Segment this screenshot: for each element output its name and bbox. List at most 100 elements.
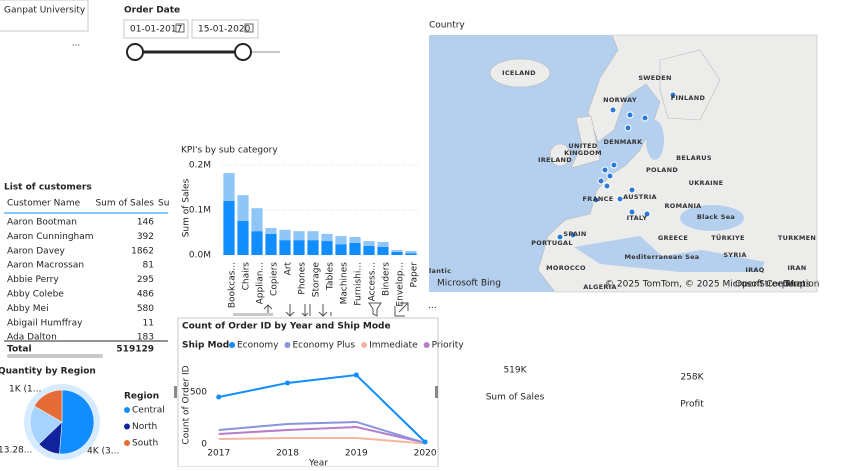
table-cell: 580 [137,304,154,314]
map-label: MOROCCO [546,264,586,272]
legend-marker [124,407,130,413]
y-axis-label: Sum of Sales [182,178,192,237]
bar-segment [391,251,403,255]
y-tick-label: 0 [201,440,207,450]
x-tick-label: 2017 [207,449,230,459]
table-header: Customer Name [7,199,81,209]
table-cell: Aaron Macrossan [7,261,84,271]
calendar-icon[interactable] [175,23,185,33]
map-label: AUSTRIA [623,193,657,201]
bar-segment [251,208,263,232]
date-from-box[interactable] [123,19,189,39]
table-cell: 81 [143,261,154,271]
bar-segment [405,250,417,254]
x-tick-label: Storage [312,262,322,298]
data-label: 13.28... [0,446,32,456]
map-label: SYRIA [723,251,746,259]
bar-segment [363,246,375,255]
visual-toolbar[interactable] [263,302,409,317]
line-marker [216,394,222,400]
card-value: 258K [680,373,704,383]
x-tick-label: Bookcas... [228,262,238,308]
bar-segment [363,241,375,246]
legend-marker [361,342,368,348]
table-cell: Abigail Humffray [7,318,83,328]
map-label: IRAN [787,264,806,272]
map-land [549,143,571,167]
line-marker [422,439,428,445]
bar-segment [237,220,249,255]
x-tick-label: 2020 [414,449,437,459]
table-cell: Aaron Davey [7,246,66,256]
bar-segment [293,240,305,255]
legend-marker [423,342,430,348]
x-tick-label: Binders [382,262,392,296]
map-label: IRELAND [538,156,572,164]
line [218,426,426,444]
x-axis-label: Year [308,459,328,468]
map-terms[interactable]: Terms [783,280,811,290]
dropdown-slicer[interactable] [0,0,89,32]
chart-title: Count of Order ID by Year and Ship Mode [182,322,391,332]
bar-segment [321,233,333,242]
bar-segment [251,231,263,255]
table-total: 519129 [116,345,154,355]
legend-marker [124,440,130,446]
slider-handle[interactable] [234,43,252,61]
map[interactable]: ICELAND SWEDEN FINLAND NORWAY DENMARK UNITEDK… [429,34,819,293]
table-cell: 183 [137,333,154,343]
map-osm[interactable]: OpenStreetMap [735,280,806,290]
line [218,436,426,445]
legend-label: Immediate [369,341,418,351]
map-label: SPAIN [563,230,586,238]
map-label: TURKMEN [778,234,816,242]
map-label: ITALY [627,214,648,222]
table-header: Su [158,199,169,209]
bar-segment [405,253,417,255]
bar-segment [279,229,291,241]
map-label: Black Sea [697,213,735,221]
calendar-icon[interactable] [244,23,254,33]
y-tick-label: 500 [190,388,207,398]
table-cell: Abby Colebe [7,290,64,300]
bar-segment [223,201,235,255]
scrollbar[interactable] [233,313,273,316]
x-tick-label: Machines [340,262,350,305]
table-header: Sum of Sales [95,199,154,209]
bar-segment [237,195,249,221]
x-tick-label: 2019 [345,449,368,459]
x-tick-label: Access... [368,262,378,301]
legend-label: Economy Plus [292,341,355,351]
map-label: ICELAND [502,69,536,77]
table-total: Total [7,345,32,355]
chart-title: Quantity by Region [0,367,96,377]
card-label: Profit [680,400,704,410]
scrollbar[interactable] [7,354,103,358]
map-label: ROMANIA [664,202,701,210]
more-options[interactable]: ··· [428,304,437,314]
map-labels: ICELAND SWEDEN FINLAND NORWAY DENMARK UNITEDK… [429,69,816,291]
map-label: KINGDOM [564,149,602,157]
table-cell: Ada Dalton [7,333,57,343]
legend-title: Ship Mode [182,341,235,351]
slider-handle[interactable] [126,43,144,61]
bar-segment [335,236,347,245]
card-value: 519K [503,366,527,376]
bar-segment [321,241,333,255]
date-to-box[interactable] [191,19,259,39]
y-tick-label: 0.1M [189,206,211,216]
y-axis-label: Count of Order ID [182,365,192,444]
line [218,420,426,444]
more-menu[interactable]: ... [72,39,81,49]
bar-segment [307,231,319,241]
legend-marker [124,423,130,430]
date-to: 15-01-2020 [198,25,251,35]
resize-handle[interactable] [435,386,438,398]
map-label: Mediterranean Sea [625,253,700,261]
bar-segment [307,240,319,255]
map-bing: Microsoft Bing [437,279,501,289]
resize-handle[interactable] [174,386,177,398]
table-cell: Aaron Bootman [7,218,77,228]
